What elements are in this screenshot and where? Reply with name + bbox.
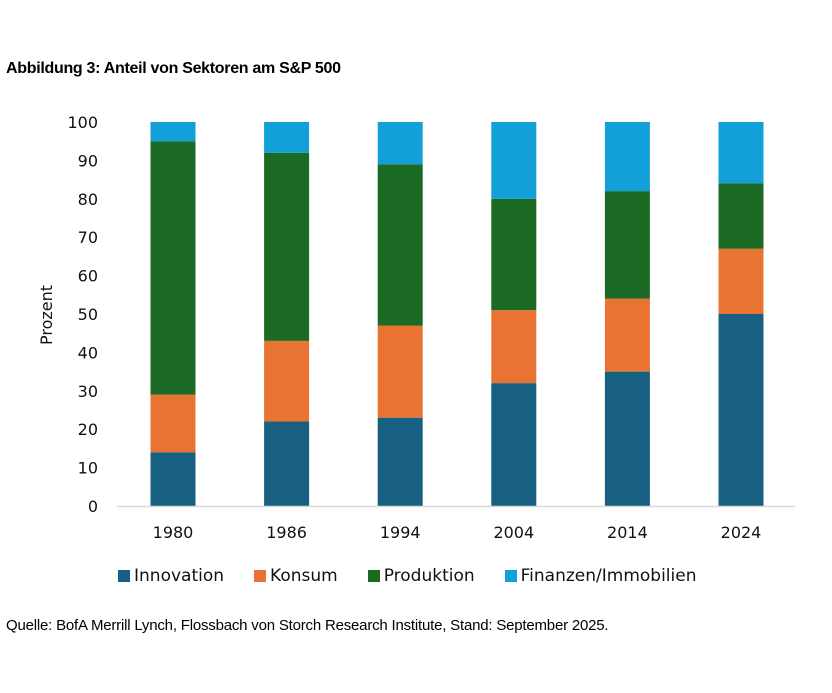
y-tick-label: 100 — [67, 113, 98, 132]
x-tick-label: 2014 — [607, 523, 648, 542]
bar-segment-innovation-2024 — [718, 314, 764, 506]
y-tick-label: 30 — [78, 382, 98, 401]
legend-swatch — [504, 570, 517, 582]
bar-segment-konsum-1994 — [377, 325, 423, 418]
y-tick-label: 60 — [78, 267, 98, 286]
legend-swatch — [254, 570, 267, 582]
bar-segment-innovation-2004 — [491, 383, 537, 506]
bars — [150, 122, 764, 506]
bar-segment-konsum-2004 — [491, 310, 537, 384]
source-note: Quelle: BofA Merrill Lynch, Flossbach vo… — [6, 617, 609, 634]
bar-segment-konsum-2024 — [718, 248, 764, 314]
bar-segment-finanzen-immobilien-1994 — [377, 122, 423, 165]
x-axis-ticks: 1980 1986 1994 2004 2014 2024 — [153, 523, 762, 542]
x-tick-label: 1994 — [380, 523, 421, 542]
legend-label: Innovation — [134, 566, 225, 586]
bar-segment-innovation-1994 — [377, 417, 423, 506]
bar-segment-produktion-2024 — [718, 183, 764, 249]
bar-segment-innovation-1980 — [150, 452, 196, 506]
x-tick-label: 1986 — [266, 523, 307, 542]
bar-segment-konsum-1986 — [264, 340, 310, 422]
x-tick-label: 2004 — [493, 523, 534, 542]
bar-segment-produktion-2004 — [491, 198, 537, 311]
bar-segment-produktion-2014 — [604, 191, 650, 299]
y-tick-label: 90 — [78, 151, 98, 170]
bar-segment-produktion-1994 — [377, 164, 423, 326]
legend-swatch — [367, 570, 380, 582]
legend-item: Innovation — [118, 566, 224, 586]
legend-swatch — [118, 570, 130, 582]
y-tick-label: 40 — [78, 343, 98, 362]
legend-item: Konsum — [254, 566, 338, 586]
y-tick-label: 70 — [78, 228, 98, 247]
legend: Innovation Konsum Produktion Finanzen/Immob… — [118, 566, 726, 586]
x-tick-label: 1980 — [153, 523, 194, 542]
bar-segment-finanzen-immobilien-1986 — [264, 122, 310, 153]
legend-item: Finanzen/Immobilien — [504, 566, 697, 586]
y-tick-label: 50 — [78, 305, 98, 324]
y-tick-label: 20 — [78, 420, 98, 439]
bar-segment-innovation-1986 — [264, 421, 310, 506]
legend-label: Finanzen/Immobilien — [520, 566, 697, 586]
bar-segment-finanzen-immobilien-2024 — [718, 122, 764, 184]
bar-segment-konsum-2014 — [604, 298, 650, 372]
bar-segment-finanzen-immobilien-2004 — [491, 122, 537, 199]
bar-segment-produktion-1980 — [150, 141, 196, 395]
y-tick-label: 10 — [78, 459, 98, 478]
bar-segment-innovation-2014 — [604, 371, 650, 506]
bar-segment-finanzen-immobilien-1980 — [150, 122, 196, 142]
chart-title: Abbildung 3: Anteil von Sektoren am S&P … — [6, 60, 341, 77]
legend-label: Konsum — [270, 566, 338, 586]
bar-segment-konsum-1980 — [150, 394, 196, 453]
y-tick-label: 80 — [78, 190, 98, 209]
y-axis-label: Prozent — [37, 285, 56, 345]
y-axis-ticks: 0 10 20 30 40 50 60 70 80 90 100 — [67, 113, 98, 516]
y-tick-label: 0 — [88, 497, 98, 516]
bar-segment-produktion-1986 — [264, 152, 310, 341]
bar-segment-finanzen-immobilien-2014 — [604, 122, 650, 192]
legend-label: Produktion — [383, 566, 475, 586]
x-tick-label: 2024 — [721, 523, 762, 542]
legend-item: Produktion — [367, 566, 475, 586]
